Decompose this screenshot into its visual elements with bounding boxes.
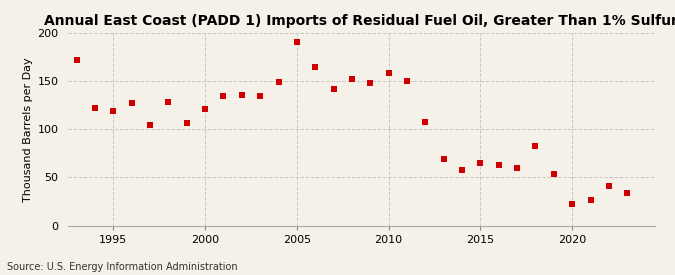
Y-axis label: Thousand Barrels per Day: Thousand Barrels per Day [23, 57, 33, 202]
Point [200, 107, 211, 111]
Point [254, 94, 265, 98]
Point [493, 163, 504, 167]
Point [512, 166, 522, 170]
Point [457, 167, 468, 172]
Point [365, 81, 376, 85]
Point [292, 39, 302, 44]
Point [475, 161, 486, 165]
Point [236, 92, 247, 97]
Text: Source: U.S. Energy Information Administration: Source: U.S. Energy Information Administ… [7, 262, 238, 272]
Point [548, 171, 559, 176]
Point [310, 65, 321, 69]
Point [420, 119, 431, 124]
Point [126, 101, 137, 105]
Point [144, 123, 155, 128]
Point [72, 58, 82, 62]
Point [163, 100, 174, 104]
Point [218, 94, 229, 98]
Point [182, 120, 192, 125]
Point [90, 106, 101, 110]
Point [567, 202, 578, 207]
Point [346, 77, 357, 81]
Point [108, 109, 119, 113]
Point [530, 143, 541, 148]
Point [402, 79, 412, 83]
Point [383, 71, 394, 76]
Point [622, 191, 632, 195]
Title: Annual East Coast (PADD 1) Imports of Residual Fuel Oil, Greater Than 1% Sulfur: Annual East Coast (PADD 1) Imports of Re… [44, 14, 675, 28]
Point [603, 184, 614, 188]
Point [273, 80, 284, 84]
Point [438, 157, 449, 161]
Point [585, 198, 596, 203]
Point [328, 87, 339, 91]
